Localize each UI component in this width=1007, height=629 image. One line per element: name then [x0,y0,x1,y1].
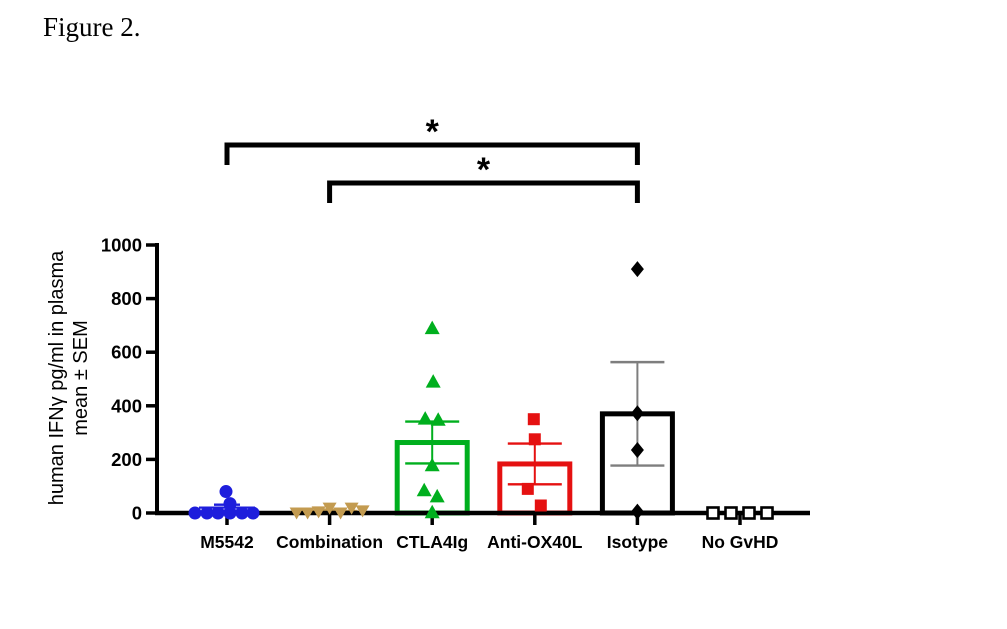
data-point-combination [355,505,370,518]
data-point-combination [344,502,359,515]
x-axis-label-combination: Combination [276,532,383,552]
data-point-m5542 [219,485,233,499]
x-axis-label-m5542: M5542 [200,532,254,552]
y-axis-tick-label: 1000 [101,235,142,256]
data-point-ctla4ig [416,482,432,497]
data-point-no-gvhd [760,506,774,520]
figure-caption: Figure 2. [43,12,141,42]
y-axis-tick-label: 200 [111,449,142,470]
x-axis-label-no-gvhd: No GvHD [702,532,779,552]
significance-bracket [327,180,640,203]
y-axis-tick-label: 600 [111,342,142,363]
y-axis-tick-label: 0 [132,503,142,524]
y-axis-tick-label: 800 [111,288,142,309]
data-point-ctla4ig [424,504,440,519]
x-axis-label-ctla4ig: CTLA4Ig [396,532,468,552]
data-point-isotype [630,405,644,422]
x-axis-label-isotype: Isotype [607,532,669,552]
data-point-combination [289,507,304,520]
data-point-combination [300,507,315,520]
y-axis-title-line2: mean ± SEM [70,320,92,435]
data-point-m5542 [188,506,202,520]
data-point-m5542 [223,497,237,511]
y-axis-title-line1: human IFNγ pg/ml in plasma [46,250,68,505]
data-point-ctla4ig [429,488,445,503]
data-point-no-gvhd [724,506,738,520]
data-point-combination [333,507,348,520]
data-point-m5542 [246,506,260,520]
data-point-no-gvhd [706,506,720,520]
data-point-anti-ox40l [534,499,547,512]
data-point-no-gvhd [742,506,756,520]
data-point-ctla4ig [424,457,440,472]
data-point-m5542 [200,506,214,520]
data-point-combination [311,506,326,519]
data-point-ctla4ig [424,320,440,335]
data-point-ctla4ig [430,412,446,426]
data-point-anti-ox40l [527,413,540,426]
data-point-anti-ox40l [521,482,534,495]
significance-star: * [477,151,491,189]
data-point-m5542 [235,506,249,520]
data-point-isotype [630,261,644,278]
data-point-m5542 [211,506,225,520]
y-axis-tick-label: 400 [111,395,142,416]
x-axis-label-anti-ox40l: Anti-OX40L [487,532,583,552]
data-point-isotype [630,503,644,520]
data-point-anti-ox40l [528,433,541,446]
significance-star: * [426,113,440,151]
data-point-isotype [630,442,644,459]
data-point-ctla4ig [417,411,433,425]
data-point-m5542 [223,506,237,520]
data-point-ctla4ig [425,374,441,388]
data-point-combination [322,502,337,515]
significance-bracket [224,142,640,165]
